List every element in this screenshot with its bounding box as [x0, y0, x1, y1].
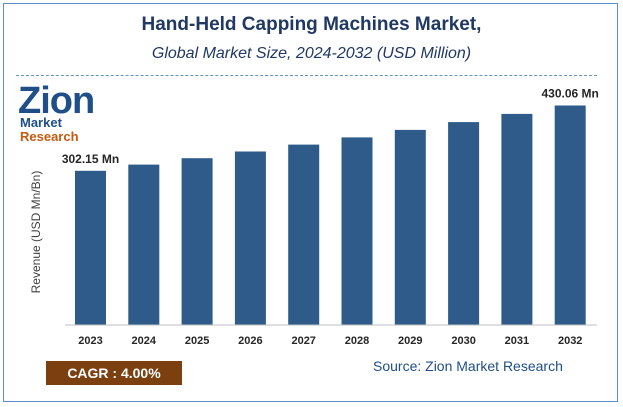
- y-axis-label: Revenue (USD Mn/Bn): [29, 171, 43, 294]
- bar-2031: [501, 113, 533, 326]
- data-label: 430.06 Mn: [542, 87, 599, 101]
- bar-2024: [128, 164, 160, 325]
- source-note: Source: Zion Market Research: [373, 358, 563, 374]
- logo-subtitle: Market Research: [20, 116, 120, 144]
- x-tick-label: 2028: [345, 335, 369, 347]
- x-tick-label: 2030: [451, 335, 475, 347]
- bar-2025: [181, 158, 213, 325]
- x-tick-label: 2027: [291, 335, 315, 347]
- data-label: 302.15 Mn: [62, 152, 119, 166]
- cagr-badge: CAGR : 4.00%: [46, 361, 182, 385]
- logo-word: Zion: [18, 80, 95, 122]
- title-divider: [16, 75, 597, 76]
- x-tick-label: 2031: [505, 335, 529, 347]
- chart-title: Hand-Held Capping Machines Market,: [141, 14, 482, 35]
- bar-2028: [341, 137, 373, 325]
- bar-2023: [75, 170, 106, 325]
- bar-2029: [394, 129, 426, 325]
- x-tick-label: 2026: [238, 335, 262, 347]
- x-tick-label: 2032: [558, 335, 582, 347]
- x-tick-label: 2025: [185, 335, 209, 347]
- logo-sub-research: Research: [20, 129, 79, 144]
- x-tick-label: 2024: [132, 335, 157, 347]
- chart-subtitle: Global Market Size, 2024-2032 (USD Milli…: [151, 45, 472, 62]
- zion-logo: Zion Market Research: [18, 80, 120, 144]
- x-tick-label: 2029: [398, 335, 422, 347]
- logo-sub-market: Market: [20, 115, 62, 130]
- bar-2027: [288, 144, 320, 325]
- bar-2030: [448, 122, 480, 325]
- x-tick-label: 2023: [78, 335, 102, 347]
- bar-2026: [234, 151, 266, 325]
- bar-2032: [554, 105, 586, 325]
